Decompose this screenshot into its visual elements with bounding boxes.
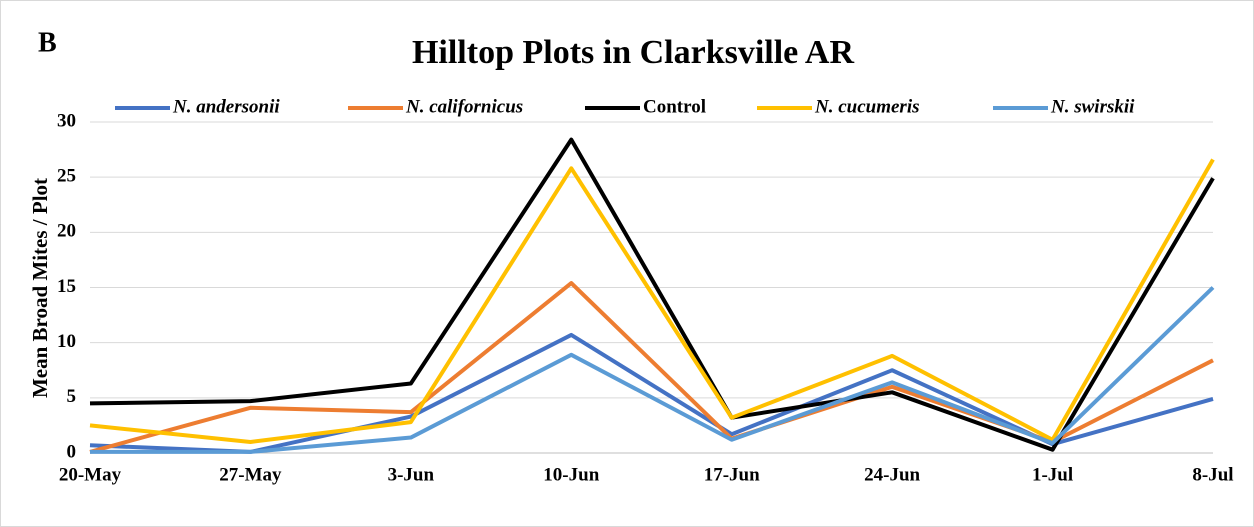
- legend-label: N. cucumeris: [814, 96, 920, 117]
- x-tick-label: 24-Jun: [864, 464, 920, 485]
- legend-label: N. swirskii: [1050, 96, 1135, 117]
- legend-label: N. californicus: [405, 96, 523, 117]
- y-tick-label: 20: [57, 221, 76, 242]
- x-tick-label: 8-Jul: [1192, 464, 1233, 485]
- y-tick-label: 30: [57, 110, 76, 131]
- y-axis-label: Mean Broad Mites / Plot: [28, 178, 52, 398]
- series-line: [90, 286, 1215, 454]
- panel-label: B: [38, 27, 57, 58]
- series-line: [89, 158, 1215, 444]
- y-tick-label: 0: [67, 441, 77, 462]
- legend-label: Control: [643, 96, 706, 117]
- y-tick-label: 25: [57, 166, 76, 187]
- x-tick-label: 17-Jun: [704, 464, 760, 485]
- y-tick-label: 10: [57, 331, 76, 352]
- legend-label: N. andersonii: [172, 96, 280, 117]
- x-tick-label: 10-Jun: [543, 464, 599, 485]
- y-tick-label: 15: [57, 276, 76, 297]
- x-tick-label: 3-Jun: [388, 464, 435, 485]
- series-line: [89, 137, 1215, 452]
- chart-title: Hilltop Plots in Clarksville AR: [412, 34, 854, 71]
- y-tick-label: 5: [67, 386, 77, 407]
- x-tick-label: 20-May: [59, 464, 122, 485]
- x-tick-label: 1-Jul: [1032, 464, 1073, 485]
- x-tick-label: 27-May: [219, 464, 282, 485]
